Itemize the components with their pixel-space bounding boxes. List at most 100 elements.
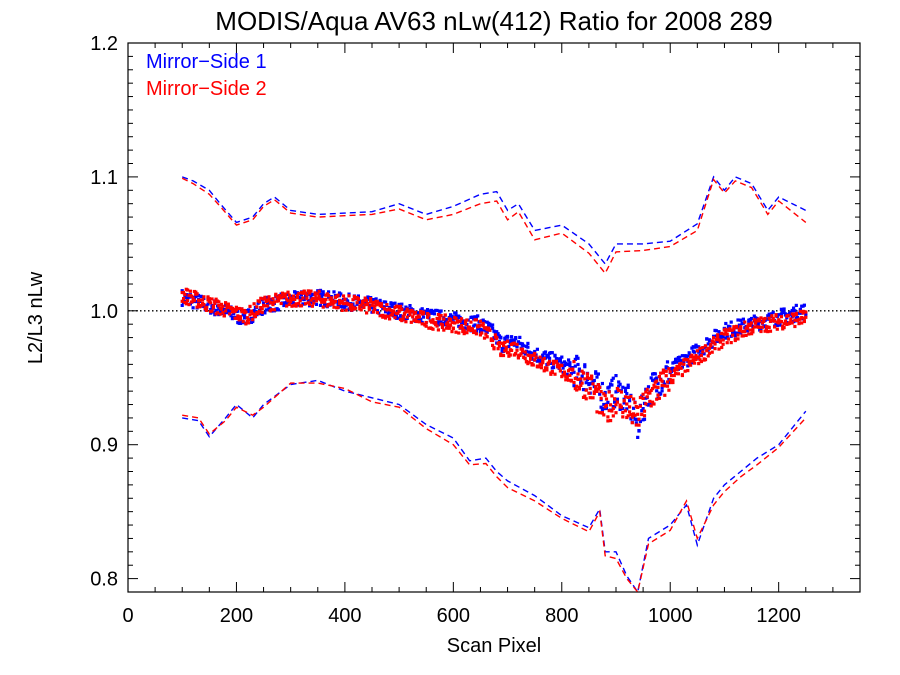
mirror-side-2-point <box>436 328 440 332</box>
mirror-side-2-point <box>375 311 379 315</box>
mirror-side-2-point <box>625 402 629 406</box>
mirror-side-1-point <box>622 401 626 405</box>
mirror-side-2-point <box>731 333 735 337</box>
mirror-side-2-point <box>259 296 263 300</box>
mirror-side-2-point <box>579 377 583 381</box>
mirror-side-1-point <box>518 335 522 339</box>
mirror-side-1-point <box>577 367 581 371</box>
mirror-side-1-point <box>613 400 617 404</box>
mirror-side-2-point <box>557 366 561 370</box>
mirror-side-2-point <box>707 346 712 350</box>
mirror-side-2-point <box>576 372 580 376</box>
mirror-side-1-point <box>714 329 718 333</box>
mirror-side-2-point <box>321 298 325 302</box>
y-tick-label: 1.0 <box>90 301 118 323</box>
mirror-side-2-point <box>234 305 238 309</box>
mirror-side-1-point <box>660 385 664 390</box>
mirror-side-2-point <box>496 347 500 351</box>
mirror-side-2-point <box>389 309 393 313</box>
mirror-side-2-point <box>248 313 252 317</box>
mirror-side-2-point <box>180 299 184 303</box>
mirror-side-1-point <box>596 372 600 376</box>
mirror-side-2-point <box>676 366 680 370</box>
mirror-side-2-point <box>294 302 298 306</box>
mirror-side-1-point <box>626 383 630 387</box>
mirror-side-2-point <box>320 300 324 304</box>
mirror-side-2-point <box>687 359 691 363</box>
mirror-side-2-point <box>290 297 294 301</box>
mirror-side-2-point <box>758 319 762 323</box>
mirror-side-2-point <box>644 402 648 406</box>
mirror-side-2-point <box>579 383 583 387</box>
mirror-side-2-point <box>713 342 717 346</box>
mirror-side-2-point <box>732 325 736 329</box>
mirror-side-2-point <box>533 351 537 356</box>
mirror-side-2-point <box>724 327 728 331</box>
mirror-side-2-point <box>726 337 731 341</box>
mirror-side-2-point <box>758 325 762 329</box>
mirror-side-2-point <box>190 294 194 298</box>
mirror-side-2-point <box>565 375 569 379</box>
mirror-side-2-point <box>632 397 636 401</box>
mirror-side-2-point <box>663 384 667 388</box>
mirror-side-2-point <box>636 412 640 416</box>
mirror-side-2-point <box>440 323 445 327</box>
mirror-side-2-point <box>804 315 808 319</box>
mirror-side-1-point <box>797 311 801 315</box>
mirror-side-2-point <box>720 331 724 335</box>
mirror-side-2-point <box>205 308 209 312</box>
mirror-side-2-point <box>676 372 680 376</box>
mirror-side-1-point <box>375 309 379 313</box>
mirror-side-1-point <box>512 339 516 343</box>
mirror-side-2-point <box>585 372 590 376</box>
mirror-side-1-point <box>569 372 573 376</box>
mirror-side-2-point <box>515 342 519 346</box>
mirror-side-2-point <box>595 410 599 414</box>
mirror-side-2-point <box>442 328 446 332</box>
mirror-side-1-point <box>327 295 331 299</box>
mirror-side-2-point <box>667 388 671 392</box>
mirror-side-1-point <box>790 308 794 313</box>
mirror-side-2-point <box>260 307 264 311</box>
mirror-side-2-point <box>218 312 222 316</box>
mirror-side-1-point <box>491 323 495 327</box>
mirror-side-2-point <box>481 321 485 325</box>
mirror-side-2-point <box>682 362 686 366</box>
mirror-side-2-point <box>340 299 344 303</box>
x-tick-label: 600 <box>437 605 470 627</box>
mirror-side-2-point <box>499 353 503 358</box>
mirror-side-2-point <box>404 310 408 314</box>
mirror-side-2-point <box>219 307 224 311</box>
mirror-side-2-point <box>312 301 316 305</box>
mirror-side-1-point <box>548 356 552 360</box>
mirror-side-1-point <box>706 342 710 346</box>
mirror-side-2-point <box>611 406 615 411</box>
mirror-side-2-point <box>474 318 478 322</box>
mirror-side-1-point <box>262 301 266 305</box>
mirror-side-2-point <box>623 395 628 399</box>
mirror-side-2-point <box>251 318 255 322</box>
mirror-side-2-point <box>493 333 497 337</box>
mirror-side-1-point <box>804 313 808 318</box>
mirror-side-1-point <box>507 344 511 349</box>
mirror-side-2-point <box>752 318 756 322</box>
mirror-side-2-point <box>202 295 206 299</box>
mirror-side-1-point <box>374 297 378 301</box>
mirror-side-1-point <box>568 363 572 368</box>
mirror-side-2-point <box>449 323 453 327</box>
mirror-side-1-point <box>318 303 323 307</box>
mirror-side-1-point <box>626 385 630 389</box>
mirror-side-2-point <box>424 324 428 328</box>
mirror-side-1-point <box>454 311 458 315</box>
mirror-side-2-point <box>423 322 427 326</box>
mirror-side-2-point <box>602 413 606 417</box>
mirror-side-2-point <box>310 304 314 308</box>
mirror-side-2-point <box>362 305 366 310</box>
mirror-side-1-point <box>496 332 500 336</box>
mirror-side-1-point <box>638 419 642 424</box>
mirror-side-2-point <box>637 423 641 427</box>
mirror-side-2-point <box>629 394 633 399</box>
mirror-side-2-point <box>661 368 665 372</box>
mirror-side-2-point <box>783 319 787 323</box>
mirror-side-2-point <box>488 328 492 332</box>
